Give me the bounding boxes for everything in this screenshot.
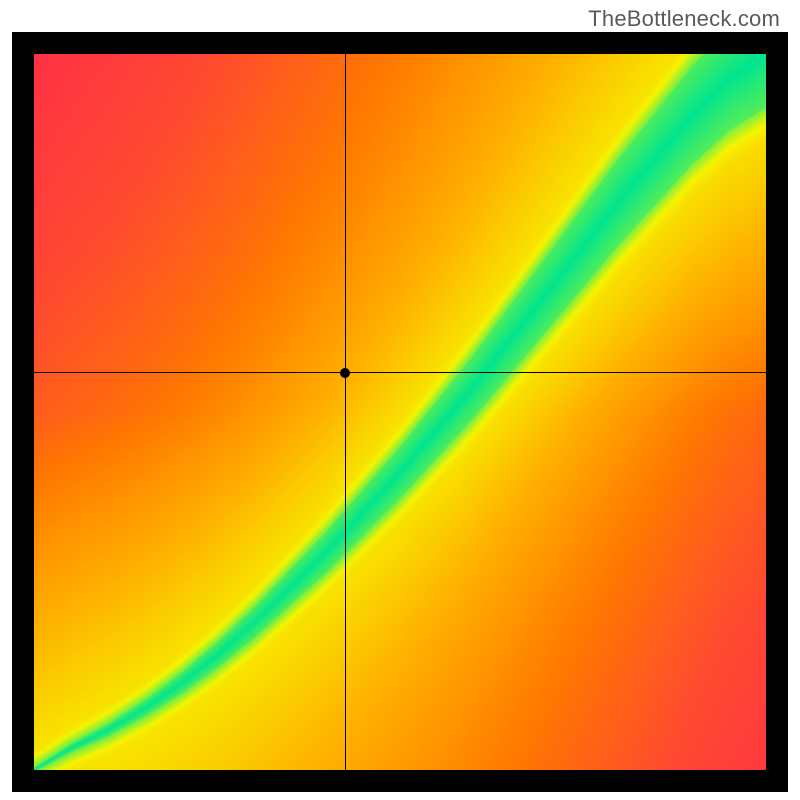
crosshair-point: [340, 368, 350, 378]
crosshair-horizontal: [34, 372, 766, 373]
watermark-label: TheBottleneck.com: [588, 6, 780, 32]
plot-frame: [12, 32, 788, 792]
heatmap-canvas: [34, 54, 766, 770]
crosshair-vertical: [345, 54, 346, 770]
chart-container: TheBottleneck.com: [0, 0, 800, 800]
